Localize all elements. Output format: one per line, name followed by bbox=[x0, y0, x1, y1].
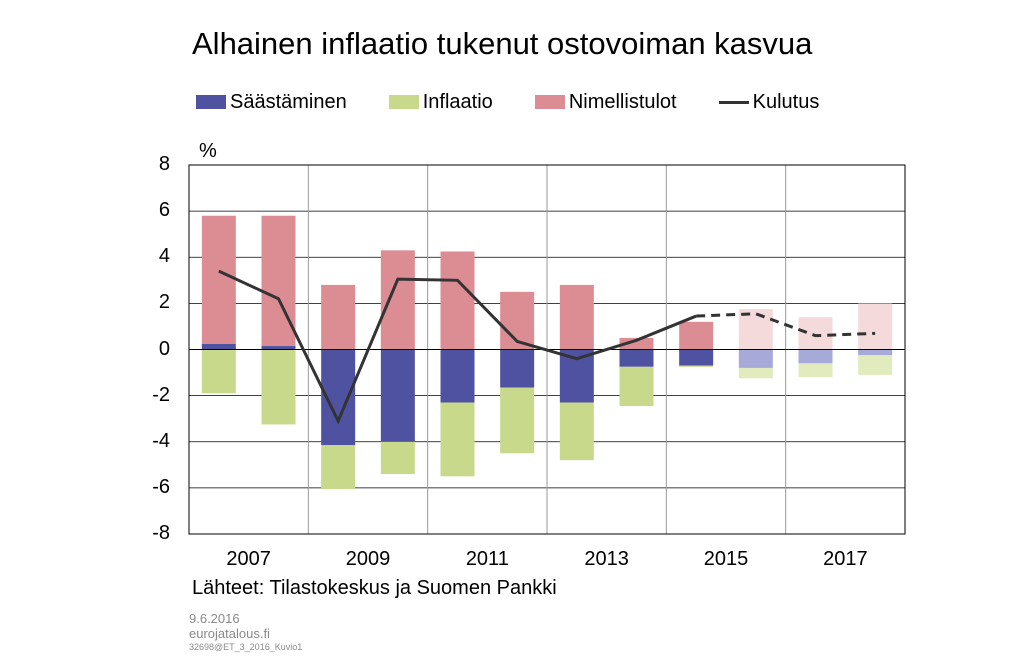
bar-inflaatio-2016 bbox=[738, 367, 773, 379]
x-tick-label: 2015 bbox=[703, 548, 749, 570]
bar-nimellistulot-2010 bbox=[380, 250, 415, 350]
footer-code: 32698@ET_3_2016_Kuvio1 bbox=[189, 642, 303, 652]
y-tick-label: 0 bbox=[158, 337, 170, 360]
bar-nimellistulot-2009 bbox=[321, 284, 356, 350]
legend-label-nimellistulot: Nimellistulot bbox=[568, 90, 677, 113]
bar-inflaatio-2014 bbox=[619, 366, 654, 407]
bar-nimellistulot-2016 bbox=[738, 309, 773, 350]
bar-saastaminen-2012 bbox=[500, 349, 535, 388]
bar-nimellistulot-2015 bbox=[679, 321, 714, 350]
bar-inflaatio-2018 bbox=[858, 355, 893, 375]
bar-nimellistulot-2007 bbox=[201, 215, 236, 344]
x-tick-label: 2011 bbox=[465, 548, 509, 570]
y-tick-label: 4 bbox=[158, 245, 170, 268]
bar-inflaatio-2008 bbox=[261, 349, 296, 425]
bar-inflaatio-2009 bbox=[321, 445, 356, 490]
bar-nimellistulot-2013 bbox=[559, 284, 594, 350]
bar-saastaminen-2008 bbox=[261, 346, 296, 350]
y-tick-label: -4 bbox=[152, 429, 170, 452]
bar-nimellistulot-2017 bbox=[798, 317, 833, 350]
bar-nimellistulot-2014 bbox=[619, 337, 654, 350]
bar-inflaatio-2015 bbox=[679, 365, 714, 367]
source-note: Lähteet: Tilastokeskus ja Suomen Pankki bbox=[192, 577, 557, 599]
bar-inflaatio-2011 bbox=[440, 402, 475, 477]
line-kulutus-actual bbox=[218, 269, 697, 425]
y-axis-unit-label: % bbox=[199, 140, 217, 162]
y-tick-label: -8 bbox=[152, 522, 170, 544]
legend-item-inflaatio: Inflaatio bbox=[388, 90, 493, 114]
legend-label-inflaatio: Inflaatio bbox=[422, 90, 493, 113]
footer-site: eurojatalous.fi bbox=[189, 626, 270, 641]
y-tick-label: -6 bbox=[152, 475, 170, 498]
y-tick-label: -2 bbox=[152, 383, 170, 406]
x-tick-label: 2007 bbox=[226, 548, 271, 570]
bar-saastaminen-2015 bbox=[679, 349, 714, 366]
x-tick-label: 2009 bbox=[345, 548, 391, 570]
x-tick-label: 2017 bbox=[823, 548, 868, 570]
bar-inflaatio-2007 bbox=[201, 349, 236, 394]
chart-title: Alhainen inflaatio tukenut ostovoiman ka… bbox=[192, 26, 813, 61]
y-tick-label: 6 bbox=[158, 199, 170, 222]
bar-inflaatio-2013 bbox=[559, 402, 594, 461]
legend-swatch-kulutus bbox=[718, 100, 749, 104]
legend-swatch-nimellistulot bbox=[534, 95, 565, 109]
bar-saastaminen-2007 bbox=[201, 343, 236, 350]
line-kulutus-forecast bbox=[696, 312, 876, 338]
bar-saastaminen-2011 bbox=[440, 349, 475, 403]
bar-saastaminen-2016 bbox=[738, 349, 773, 368]
legend-item-saastaminen: Säästäminen bbox=[196, 91, 347, 114]
legend-item-kulutus: Kulutus bbox=[718, 90, 820, 114]
legend-label-kulutus: Kulutus bbox=[752, 90, 820, 113]
bar-saastaminen-2010 bbox=[380, 349, 415, 442]
legend-item-nimellistulot: Nimellistulot bbox=[534, 90, 677, 114]
legend-label-saastaminen: Säästäminen bbox=[230, 90, 347, 113]
chart-legend: Säästäminen Inflaatio Nimellistulot Kulu… bbox=[196, 90, 861, 114]
bar-saastaminen-2018 bbox=[858, 349, 893, 356]
legend-swatch-inflaatio bbox=[388, 95, 419, 109]
bar-nimellistulot-2018 bbox=[858, 303, 893, 350]
bar-inflaatio-2012 bbox=[500, 387, 535, 454]
bar-inflaatio-2017 bbox=[798, 363, 833, 378]
y-tick-label: 2 bbox=[158, 291, 170, 314]
bar-inflaatio-2010 bbox=[380, 441, 415, 475]
bar-saastaminen-2014 bbox=[619, 349, 654, 367]
legend-swatch-saastaminen bbox=[196, 95, 226, 109]
footer-date: 9.6.2016 bbox=[189, 611, 240, 626]
x-tick-label: 2013 bbox=[584, 548, 629, 570]
bar-saastaminen-2017 bbox=[798, 349, 833, 364]
bar-nimellistulot-2011 bbox=[440, 251, 475, 350]
y-tick-label: 8 bbox=[158, 153, 170, 175]
